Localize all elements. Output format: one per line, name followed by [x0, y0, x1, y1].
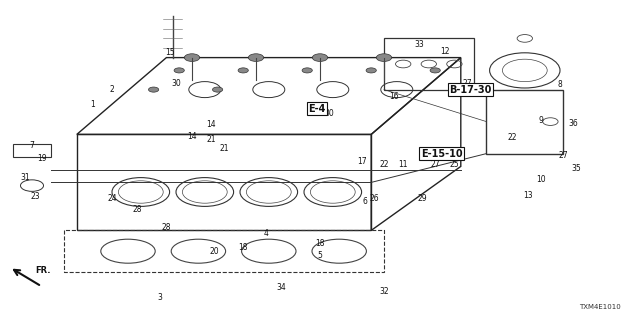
Text: 13: 13	[523, 191, 533, 200]
Circle shape	[312, 54, 328, 61]
Circle shape	[366, 68, 376, 73]
Text: 30: 30	[324, 109, 335, 118]
Text: 27: 27	[462, 79, 472, 88]
Text: 1: 1	[90, 100, 95, 108]
Text: 12: 12	[440, 47, 449, 56]
Text: 9: 9	[538, 116, 543, 124]
Circle shape	[248, 54, 264, 61]
Text: 14: 14	[187, 132, 197, 140]
Circle shape	[212, 87, 223, 92]
Text: 11: 11	[399, 160, 408, 169]
Text: 33: 33	[414, 40, 424, 49]
Text: 16: 16	[388, 92, 399, 100]
Text: 7: 7	[29, 141, 35, 150]
Text: 30: 30	[171, 79, 181, 88]
Text: 28: 28	[162, 223, 171, 232]
Text: 26: 26	[369, 194, 380, 203]
Text: 20: 20	[209, 247, 220, 256]
Text: 27: 27	[430, 160, 440, 169]
Text: 22: 22	[380, 160, 388, 169]
Text: 6: 6	[362, 197, 367, 206]
Text: 34: 34	[276, 284, 287, 292]
Text: 28: 28	[133, 205, 142, 214]
Text: FR.: FR.	[35, 266, 51, 275]
Text: 29: 29	[417, 194, 428, 203]
Text: E-4: E-4	[308, 104, 326, 114]
Bar	[13, 144, 51, 157]
Circle shape	[184, 54, 200, 61]
Text: 23: 23	[30, 192, 40, 201]
Text: 22: 22	[508, 133, 516, 142]
Text: 24: 24	[107, 194, 117, 203]
Text: 18: 18	[316, 239, 324, 248]
Circle shape	[148, 87, 159, 92]
Text: 10: 10	[536, 175, 546, 184]
Circle shape	[238, 68, 248, 73]
Text: 21: 21	[220, 144, 228, 153]
Circle shape	[430, 68, 440, 73]
Text: 8: 8	[557, 80, 563, 89]
Text: 36: 36	[568, 119, 578, 128]
Text: 5: 5	[317, 252, 323, 260]
Text: E-15-10: E-15-10	[420, 148, 463, 159]
Text: TXM4E1010: TXM4E1010	[579, 304, 621, 310]
Text: 32: 32	[379, 287, 389, 296]
Text: 17: 17	[356, 157, 367, 166]
Text: B-17-30: B-17-30	[449, 84, 492, 95]
Text: 3: 3	[157, 293, 163, 302]
Text: 18: 18	[239, 244, 248, 252]
Text: 15: 15	[164, 48, 175, 57]
Text: 2: 2	[109, 85, 115, 94]
Text: 35: 35	[571, 164, 581, 172]
Circle shape	[174, 68, 184, 73]
Text: 31: 31	[20, 173, 31, 182]
Circle shape	[376, 54, 392, 61]
Circle shape	[302, 68, 312, 73]
Text: 21: 21	[207, 135, 216, 144]
Text: 14: 14	[206, 120, 216, 129]
Text: 19: 19	[36, 154, 47, 163]
Text: 27: 27	[558, 151, 568, 160]
Text: 4: 4	[263, 229, 268, 238]
Text: 25: 25	[449, 160, 460, 169]
